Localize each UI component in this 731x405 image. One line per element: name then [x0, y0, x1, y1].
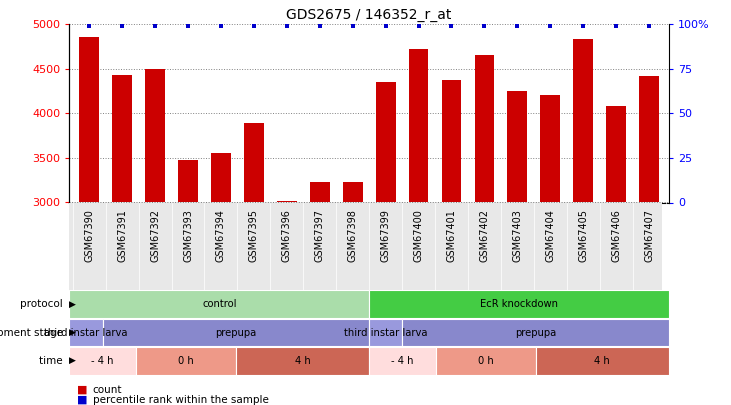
Text: ■: ■: [77, 385, 87, 394]
Bar: [80, 37, 99, 202]
Text: - 4 h: - 4 h: [91, 356, 114, 366]
Bar: [639, 76, 659, 202]
Text: - 4 h: - 4 h: [391, 356, 414, 366]
Text: GSM67402: GSM67402: [480, 209, 490, 262]
Bar: [211, 153, 231, 202]
Text: 0 h: 0 h: [178, 356, 194, 366]
Bar: [69, 319, 103, 346]
Bar: [409, 49, 428, 202]
Text: EcR knockdown: EcR knockdown: [480, 299, 558, 309]
Text: GSM67398: GSM67398: [348, 209, 357, 262]
Bar: [369, 319, 403, 346]
Text: ■: ■: [77, 395, 87, 405]
Bar: [69, 290, 369, 318]
Text: GSM67395: GSM67395: [249, 209, 259, 262]
Bar: [136, 347, 236, 375]
Bar: [103, 319, 369, 346]
Text: GSM67403: GSM67403: [512, 209, 523, 262]
Text: GSM67406: GSM67406: [611, 209, 621, 262]
Text: GSM67393: GSM67393: [183, 209, 193, 262]
Bar: [436, 347, 536, 375]
Bar: [507, 91, 527, 202]
Bar: [310, 182, 330, 202]
Text: control: control: [202, 299, 237, 309]
Bar: [178, 160, 198, 202]
Bar: [606, 106, 626, 202]
Text: GSM67407: GSM67407: [644, 209, 654, 262]
Bar: [540, 95, 560, 202]
Bar: [403, 319, 669, 346]
Text: protocol: protocol: [20, 299, 66, 309]
Bar: [369, 347, 436, 375]
Bar: [343, 182, 363, 202]
Bar: [145, 69, 165, 202]
Text: GSM67390: GSM67390: [84, 209, 94, 262]
Bar: [536, 347, 669, 375]
Bar: [474, 55, 494, 202]
Title: GDS2675 / 146352_r_at: GDS2675 / 146352_r_at: [287, 8, 452, 22]
Text: count: count: [93, 385, 122, 394]
Text: ▶: ▶: [69, 300, 76, 309]
Bar: [236, 347, 369, 375]
Text: prepupa: prepupa: [216, 328, 257, 337]
Text: GSM67396: GSM67396: [282, 209, 292, 262]
Text: GSM67400: GSM67400: [414, 209, 423, 262]
Bar: [244, 123, 264, 202]
Text: percentile rank within the sample: percentile rank within the sample: [93, 395, 269, 405]
Text: GSM67404: GSM67404: [545, 209, 556, 262]
Bar: [573, 38, 593, 202]
Text: ▶: ▶: [69, 328, 76, 337]
Text: 4 h: 4 h: [594, 356, 610, 366]
Text: 4 h: 4 h: [295, 356, 311, 366]
Text: GSM67401: GSM67401: [447, 209, 456, 262]
Text: third instar larva: third instar larva: [45, 328, 128, 337]
Text: 0 h: 0 h: [478, 356, 493, 366]
Text: GSM67399: GSM67399: [381, 209, 390, 262]
Bar: [69, 347, 136, 375]
Text: development stage: development stage: [0, 328, 66, 337]
Bar: [376, 82, 395, 202]
Bar: [277, 201, 297, 202]
Bar: [113, 75, 132, 202]
Bar: [369, 290, 669, 318]
Text: time: time: [39, 356, 66, 366]
Text: GSM67397: GSM67397: [315, 209, 325, 262]
Text: GSM67391: GSM67391: [117, 209, 127, 262]
Bar: [442, 81, 461, 202]
Text: third instar larva: third instar larva: [344, 328, 428, 337]
Text: prepupa: prepupa: [515, 328, 556, 337]
Text: GSM67394: GSM67394: [216, 209, 226, 262]
Text: ▶: ▶: [69, 356, 76, 365]
Text: GSM67405: GSM67405: [578, 209, 588, 262]
Text: GSM67392: GSM67392: [150, 209, 160, 262]
